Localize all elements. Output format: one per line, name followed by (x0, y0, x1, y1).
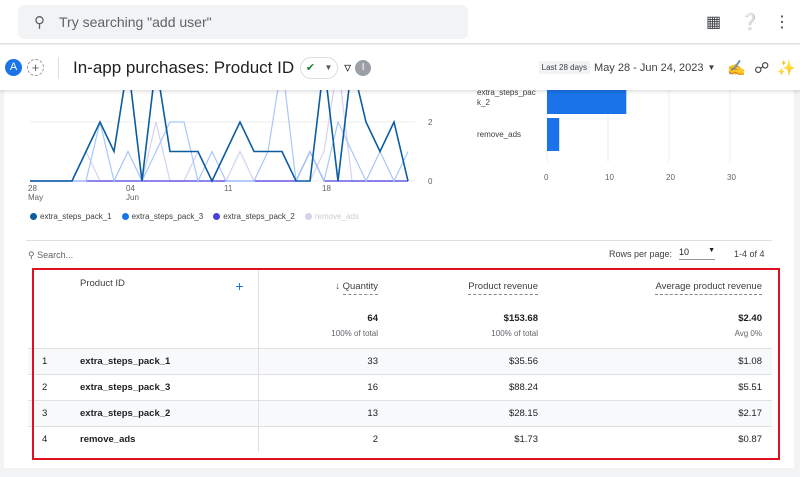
table-row[interactable]: 1 extra_steps_pack_1 33 $35.56 $1.08 (28, 347, 772, 374)
avg-revenue-cell: $0.87 (548, 425, 772, 452)
top-bar: ⚲ Try searching "add user" ▦ ❔ ⋮ (0, 0, 800, 44)
table-row[interactable]: 3 extra_steps_pack_2 13 $28.15 $2.17 (28, 399, 772, 426)
x-tick-label: 28 (28, 184, 37, 193)
x-tick-label: 04 (126, 184, 135, 193)
quantity-cell: 2 (258, 425, 388, 452)
avg-revenue-cell: $5.51 (548, 373, 772, 400)
x-tick-label: 20 (666, 173, 675, 182)
x-tick-label: 10 (605, 173, 614, 182)
avg-revenue-cell: $1.08 (548, 347, 772, 374)
bar-chart: 0 10 20 30 extra_steps_pack_2 remove_ads (477, 90, 736, 182)
search-placeholder: Try searching "add user" (59, 14, 212, 30)
header-right: Last 28 days May 28 - Jun 24, 2023 ▼ ✍ ☍… (538, 59, 796, 77)
revenue-cell: $88.24 (388, 373, 548, 400)
product-id: extra_steps_pack_1 (80, 355, 171, 367)
caret-down-icon: ▼ (708, 247, 715, 254)
x-tick-label: 18 (322, 184, 331, 193)
column-header-product-id[interactable]: Product ID + (28, 268, 259, 304)
x-tick-label: 30 (727, 173, 736, 182)
avg-revenue-cell: $2.17 (548, 399, 772, 426)
totals-row: 64 100% of total $153.68 100% of total $2.… (28, 304, 772, 348)
column-header-average-product-revenue[interactable]: Average product revenue (548, 268, 772, 304)
more-vert-icon[interactable]: ⋮ (774, 14, 790, 31)
total-avg-revenue: $2.40 (738, 312, 762, 324)
quantity-cell: 33 (258, 347, 388, 374)
revenue-cell: $35.56 (388, 347, 548, 374)
help-icon[interactable]: ❔ (740, 14, 760, 31)
add-dimension-icon[interactable]: + (235, 278, 244, 294)
row-number: 1 (42, 355, 48, 367)
bar-category-label: extra_steps_pac (477, 90, 536, 97)
date-range-label: Last 28 days (538, 61, 591, 74)
caret-down-icon: ▼ (324, 63, 333, 72)
y-tick-label: 0 (428, 177, 433, 186)
insights-icon[interactable]: ✨ (777, 59, 796, 77)
search-input[interactable]: ⚲ Try searching "add user" (18, 5, 468, 39)
bar-extra_steps_pack_2 (547, 90, 627, 114)
header-row: Product ID + ↓ Quantity Product revenue A… (28, 268, 772, 304)
row-number: 4 (42, 433, 48, 445)
filter-icon[interactable]: ▿ (344, 59, 352, 75)
bar-remove_ads (547, 118, 560, 151)
row-number: 2 (42, 381, 48, 393)
divider (58, 56, 59, 79)
customize-report-icon[interactable]: ✍ (727, 59, 747, 77)
date-range-picker[interactable]: May 28 - Jun 24, 2023 (594, 61, 704, 74)
header-left: A + In-app purchases: Product ID ✔ ▼ ▿ I (5, 56, 372, 79)
row-number: 3 (42, 407, 48, 419)
x-tick-label: Jun (126, 193, 139, 202)
series-line-extra_steps_pack_2 (30, 150, 408, 182)
table-search-input[interactable]: ⚲ Search... (28, 250, 74, 260)
rows-per-page-select[interactable]: 10 ▼ (679, 247, 715, 260)
page-title: In-app purchases: Product ID (73, 57, 295, 77)
search-icon: ⚲ (28, 250, 35, 260)
legend-item[interactable]: extra_steps_pack_3 (121, 212, 203, 221)
apps-grid-icon[interactable]: ▦ (706, 14, 722, 31)
legend-item[interactable]: extra_steps_pack_2 (213, 212, 295, 221)
total-quantity: 64 (367, 312, 378, 324)
column-header-product-revenue[interactable]: Product revenue (388, 268, 548, 304)
report-header: A + In-app purchases: Product ID ✔ ▼ ▿ I … (0, 45, 800, 90)
caret-down-icon[interactable]: ▼ (707, 63, 716, 72)
rows-per-page-label: Rows per page: (609, 249, 673, 259)
report-status-button[interactable]: ✔ ▼ (300, 56, 339, 79)
product-id: extra_steps_pack_3 (80, 381, 171, 393)
legend-item[interactable]: extra_steps_pack_1 (30, 212, 112, 221)
add-comparison-button[interactable]: + (27, 59, 44, 76)
quantity-cell: 13 (258, 399, 388, 426)
table-row[interactable]: 4 remove_ads 2 $1.73 $0.87 (28, 425, 772, 452)
pagination-info: 1-4 of 4 (734, 249, 765, 259)
bar-category-label: remove_ads (477, 130, 521, 139)
y-tick-label: 2 (428, 118, 433, 127)
column-header-quantity[interactable]: ↓ Quantity (258, 268, 388, 304)
share-icon[interactable]: ☍ (754, 59, 770, 77)
check-circle-icon: ✔ (305, 62, 316, 74)
comparison-avatar[interactable]: A (5, 59, 22, 76)
series-line-extra_steps_pack_1 (30, 90, 409, 183)
revenue-cell: $28.15 (388, 399, 548, 426)
total-revenue: $153.68 (503, 312, 538, 324)
quantity-cell: 16 (258, 373, 388, 400)
x-tick-label: 11 (224, 184, 233, 193)
x-tick-label: 0 (544, 173, 549, 182)
data-table: Product ID + ↓ Quantity Product revenue A… (28, 268, 772, 452)
product-id: remove_ads (80, 433, 136, 445)
bar-category-label: k_2 (477, 98, 490, 107)
sort-arrow-down-icon: ↓ (335, 280, 340, 292)
x-tick-label: May (28, 193, 43, 202)
product-id: extra_steps_pack_2 (80, 407, 171, 419)
chart-legend: extra_steps_pack_1 extra_steps_pack_3 ex… (30, 212, 359, 221)
filter-badge[interactable]: I (355, 59, 372, 76)
table-row[interactable]: 2 extra_steps_pack_3 16 $88.24 $5.51 (28, 373, 772, 400)
divider (26, 240, 772, 241)
legend-item[interactable]: remove_ads (304, 212, 359, 221)
search-icon: ⚲ (34, 14, 45, 31)
revenue-cell: $1.73 (388, 425, 548, 452)
